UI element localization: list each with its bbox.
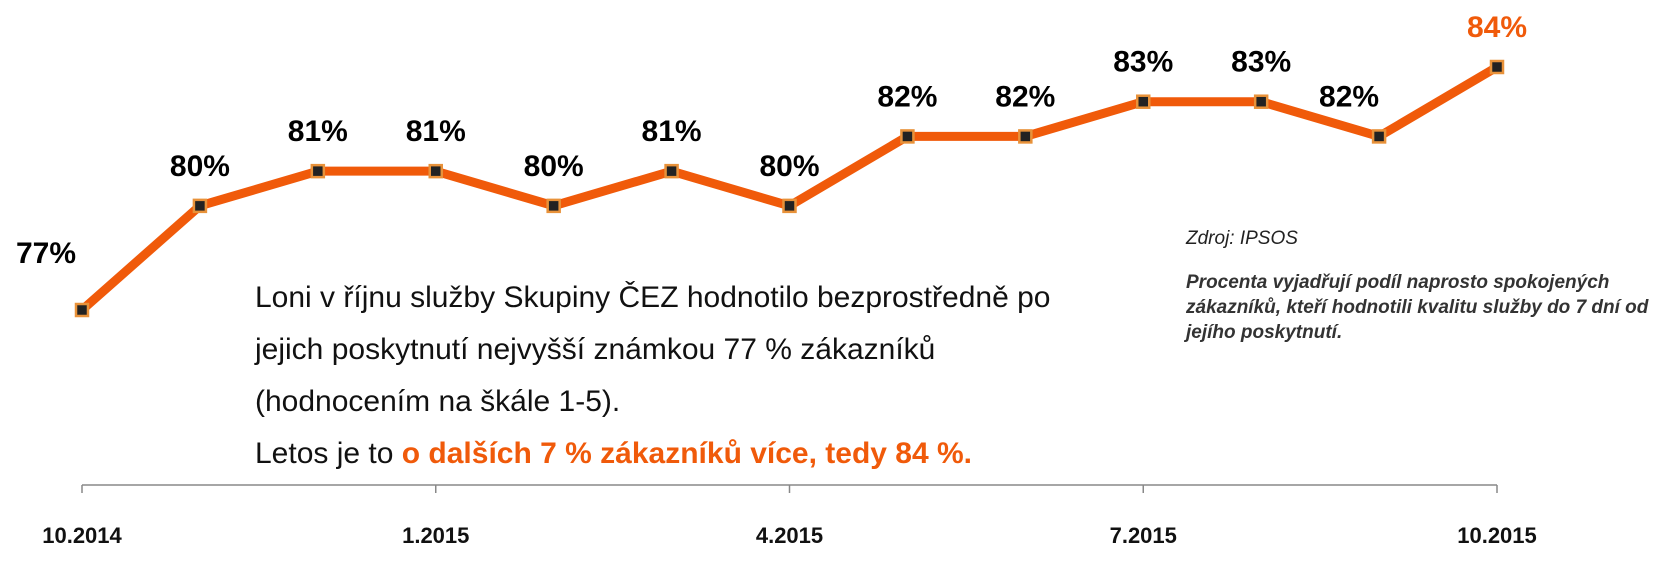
data-label: 83% <box>1231 46 1291 79</box>
marker <box>1489 59 1505 75</box>
marker <box>782 198 797 214</box>
data-label: 80% <box>524 150 584 183</box>
text-line: Letos je to o dalších 7 % zákazníků více… <box>255 428 1105 480</box>
data-label: 82% <box>1319 80 1379 113</box>
marker <box>1018 129 1033 144</box>
highlight-text: o dalších 7 % zákazníků více, tedy 84 %. <box>401 437 973 470</box>
data-label: 81% <box>288 115 348 148</box>
data-label: 84% <box>1467 11 1527 44</box>
marker <box>310 163 326 179</box>
source: Zdroj: IPSOS <box>1186 228 1298 249</box>
data-label: 80% <box>170 150 230 183</box>
data-label: 81% <box>642 115 702 148</box>
marker <box>1136 94 1151 109</box>
text-line: Loni v říjnu služby Skupiny ČEZ hodnotil… <box>255 281 1051 418</box>
marker <box>428 163 443 179</box>
data-label: 81% <box>406 115 466 148</box>
data-label: 80% <box>759 150 819 183</box>
marker <box>1371 129 1387 144</box>
x-tick-label: 7.2015 <box>1110 523 1177 548</box>
x-tick-label: 10.2014 <box>42 523 122 548</box>
marker <box>546 198 561 214</box>
text-part: Letos je to <box>255 437 402 470</box>
marker <box>74 302 90 318</box>
data-label: 83% <box>1113 46 1173 79</box>
data-label: 82% <box>877 80 937 113</box>
data-label: 77% <box>16 237 76 270</box>
data-label: 82% <box>995 80 1055 113</box>
x-tick-label: 1.2015 <box>402 523 469 548</box>
x-tick-label: 10.2015 <box>1457 523 1537 548</box>
marker <box>900 129 915 144</box>
note: Procenta vyjadřují podíl naprosto spokoj… <box>1186 272 1649 343</box>
marker <box>192 198 208 214</box>
marker <box>664 163 679 179</box>
marker <box>1253 94 1269 109</box>
main-text: Loni v říjnu služby Skupiny ČEZ hodnotil… <box>255 272 1105 480</box>
x-tick-label: 4.2015 <box>756 523 823 548</box>
